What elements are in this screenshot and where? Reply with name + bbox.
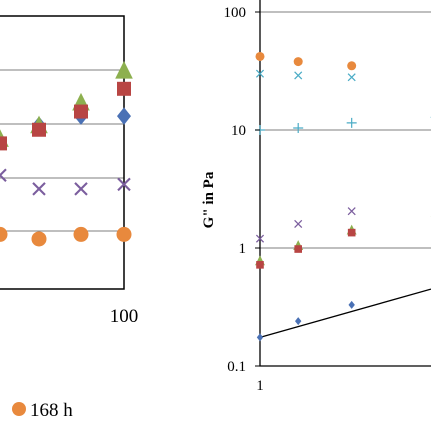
right-x-tick-label: 1 [256, 378, 264, 394]
left-x-tick-label: 100 [110, 306, 139, 327]
right-x-tick-labels: 1 [256, 378, 264, 394]
left-point-square [117, 81, 131, 96]
right-axes [259, 0, 431, 367]
right-point-x [255, 69, 265, 78]
right-point-x [347, 73, 356, 82]
right-point-circle [293, 57, 303, 67]
right-point-square [256, 261, 264, 269]
right-point-diamond [348, 300, 355, 309]
right-gridlines [260, 11, 431, 249]
right-point-diamond [256, 333, 264, 342]
left-x-tick-labels: 100 [110, 306, 139, 327]
left-point-square [0, 136, 7, 151]
left-point-circle [116, 226, 132, 242]
right-y-axis-label: G" in Pa [201, 171, 217, 228]
right-point-square [294, 245, 302, 253]
right-point-x [294, 71, 303, 80]
legend: 168 h [12, 400, 73, 421]
right-chart: 100 10 1 0.1 1 G" in Pa [201, 0, 431, 394]
left-plot-frame [0, 15, 125, 290]
left-point-circle [31, 231, 47, 247]
left-point-diamond [117, 107, 131, 125]
right-point-plus [293, 122, 304, 133]
right-point-diamond [295, 317, 302, 326]
right-fit-line [259, 288, 431, 338]
left-point-x [32, 182, 46, 196]
left-point-square [32, 122, 46, 137]
legend-label: 168 h [30, 400, 73, 421]
right-point-circle [347, 61, 357, 71]
left-point-x [74, 182, 88, 196]
left-chart: 100 168 h [0, 15, 139, 421]
right-y-tick-label: 100 [224, 5, 247, 21]
left-gridlines [0, 69, 124, 232]
right-point-x [347, 207, 356, 216]
left-point-triangle [115, 61, 133, 79]
left-markers [0, 61, 133, 247]
left-point-circle [73, 226, 89, 242]
right-point-plus [346, 117, 357, 128]
right-fit-line-group [259, 288, 431, 338]
right-y-tick-label: 10 [231, 123, 246, 139]
right-point-square [347, 228, 356, 237]
right-y-tick-label: 0.1 [227, 359, 246, 375]
right-point-circle [255, 51, 265, 61]
left-point-x [117, 177, 131, 192]
right-point-x [255, 234, 265, 243]
left-point-x [0, 168, 7, 182]
left-point-square [74, 104, 88, 119]
right-y-tick-labels: 100 10 1 0.1 [224, 5, 260, 375]
left-point-circle [0, 226, 8, 242]
right-markers [255, 51, 431, 342]
legend-marker-circle [12, 402, 26, 416]
right-y-tick-label: 1 [239, 241, 247, 257]
right-point-x [294, 219, 303, 228]
